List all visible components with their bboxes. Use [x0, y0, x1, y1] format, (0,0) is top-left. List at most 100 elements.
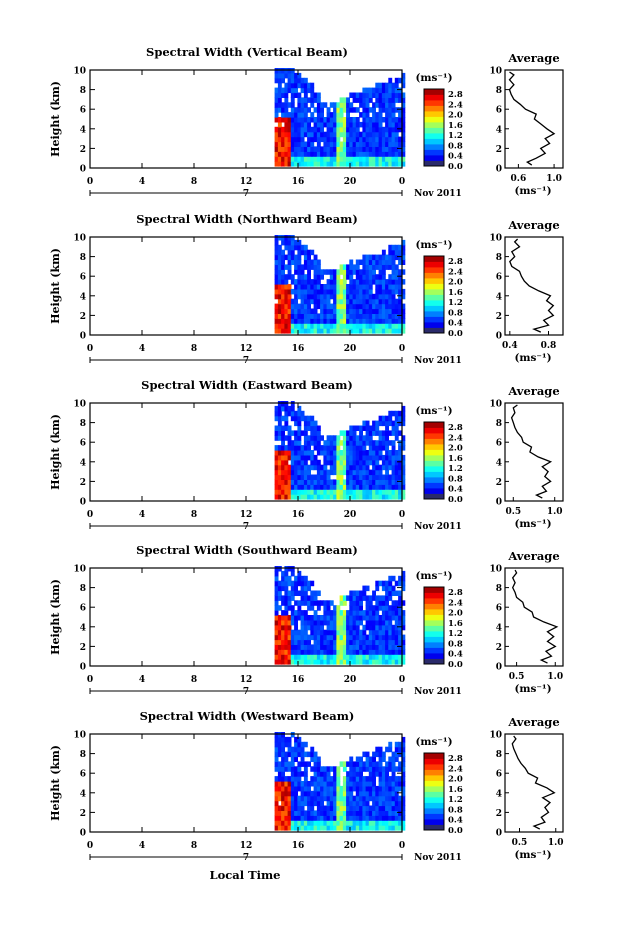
- heatmap-cell: [352, 610, 357, 616]
- heatmap-cell: [391, 117, 396, 123]
- heatmap-cell: [290, 254, 295, 261]
- heatmap-cell: [284, 590, 289, 596]
- colorbar-segment: [424, 620, 444, 626]
- heatmap-cell: [368, 624, 373, 631]
- heatmap-cell: [287, 654, 292, 660]
- y-tick-label: 0: [80, 498, 86, 508]
- panel-title: Spectral Width (Southward Beam): [136, 543, 358, 557]
- heatmap-cell: [281, 815, 285, 821]
- heatmap-cell: [398, 92, 402, 98]
- heatmap-cell: [381, 634, 386, 641]
- heatmap-cell: [284, 751, 289, 758]
- heatmap-cell: [320, 600, 324, 606]
- heatmap-cell: [368, 269, 373, 275]
- heatmap-cell: [320, 313, 324, 319]
- heatmap-cell: [277, 484, 282, 490]
- heatmap-cell: [365, 761, 370, 767]
- heatmap-cell: [336, 107, 341, 113]
- heatmap-cell: [281, 474, 285, 480]
- heatmap-cell: [346, 435, 350, 441]
- heatmap-cell: [313, 136, 318, 143]
- x-tick-label: 4: [139, 344, 145, 354]
- heatmap-cell: [394, 810, 399, 816]
- heatmap-cell: [385, 790, 389, 797]
- colorbar-segment: [424, 824, 444, 831]
- heatmap-cell: [277, 619, 282, 626]
- heatmap-cell: [398, 761, 402, 767]
- heatmap-cell: [401, 151, 406, 157]
- heatmap-cell: [385, 810, 389, 816]
- heatmap-cell: [300, 445, 305, 451]
- y-tick-label: 10: [73, 234, 86, 244]
- heatmap-cell: [368, 469, 373, 476]
- heatmap-cell: [297, 785, 302, 792]
- heatmap-cell: [381, 454, 386, 461]
- heatmap-cell: [385, 259, 389, 265]
- average-y-tick-label: 6: [496, 604, 502, 614]
- heatmap-cell: [274, 629, 279, 636]
- heatmap-cell: [394, 756, 399, 762]
- heatmap-cell: [274, 825, 279, 831]
- panel-title: Spectral Width (Northward Beam): [136, 212, 358, 226]
- heatmap-cell: [274, 112, 279, 118]
- heatmap-cell: [277, 795, 282, 802]
- heatmap-cell: [378, 259, 383, 265]
- heatmap-cell: [290, 146, 295, 152]
- heatmap-cell: [398, 474, 402, 480]
- heatmap-cell: [401, 649, 406, 655]
- heatmap-cell: [303, 313, 308, 319]
- heatmap-cell: [339, 264, 344, 270]
- heatmap-cell: [323, 298, 328, 305]
- x-tick-label: 8: [191, 344, 197, 354]
- heatmap-cell: [391, 464, 396, 471]
- heatmap-cell: [359, 489, 363, 495]
- heatmap-cell: [401, 279, 406, 285]
- heatmap-cell: [294, 474, 298, 480]
- heatmap-cell: [346, 126, 350, 133]
- heatmap-cell: [284, 68, 289, 74]
- heatmap-cell: [368, 425, 373, 431]
- heatmap-cell: [316, 445, 321, 451]
- heatmap-cell: [336, 323, 341, 329]
- heatmap-cell: [333, 464, 337, 471]
- heatmap-cell: [323, 634, 328, 641]
- heatmap-cell: [352, 303, 357, 310]
- heatmap-cell: [362, 420, 367, 427]
- colorbar-tick-label: 0.8: [448, 639, 463, 649]
- heatmap-cell: [294, 751, 298, 758]
- heatmap-cell: [388, 659, 393, 665]
- heatmap-cell: [365, 659, 370, 665]
- heatmap-cell: [391, 131, 396, 138]
- heatmap-cell: [281, 741, 285, 748]
- heatmap-cell: [359, 479, 363, 485]
- heatmap-cell: [320, 484, 324, 490]
- heatmap-cell: [365, 141, 370, 147]
- heatmap-cell: [381, 126, 386, 133]
- heatmap-cell: [284, 654, 289, 660]
- heatmap-cell: [362, 102, 367, 108]
- heatmap-cell: [391, 459, 396, 466]
- y-axis-label: Height (km): [49, 579, 62, 655]
- heatmap-cell: [352, 430, 357, 436]
- heatmap-cell: [342, 318, 347, 324]
- heatmap-cell: [329, 112, 334, 118]
- heatmap-cell: [277, 430, 282, 436]
- heatmap-cell: [281, 450, 285, 456]
- heatmap-cell: [355, 313, 360, 319]
- average-title: Average: [507, 715, 559, 729]
- heatmap-cell: [401, 269, 406, 275]
- heatmap-cell: [290, 244, 295, 251]
- heatmap-cell: [391, 756, 396, 762]
- heatmap-cell: [281, 72, 285, 79]
- heatmap-cell: [388, 489, 393, 495]
- heatmap-cell: [394, 805, 399, 811]
- heatmap-cell: [394, 610, 399, 616]
- heatmap-cell: [323, 771, 328, 777]
- heatmap-cell: [313, 644, 318, 650]
- heatmap-cell: [274, 454, 279, 461]
- heatmap-cell: [336, 776, 341, 782]
- heatmap-cell: [365, 605, 370, 611]
- heatmap-cell: [362, 274, 367, 280]
- heatmap-cell: [346, 121, 350, 128]
- heatmap-cell: [375, 92, 380, 98]
